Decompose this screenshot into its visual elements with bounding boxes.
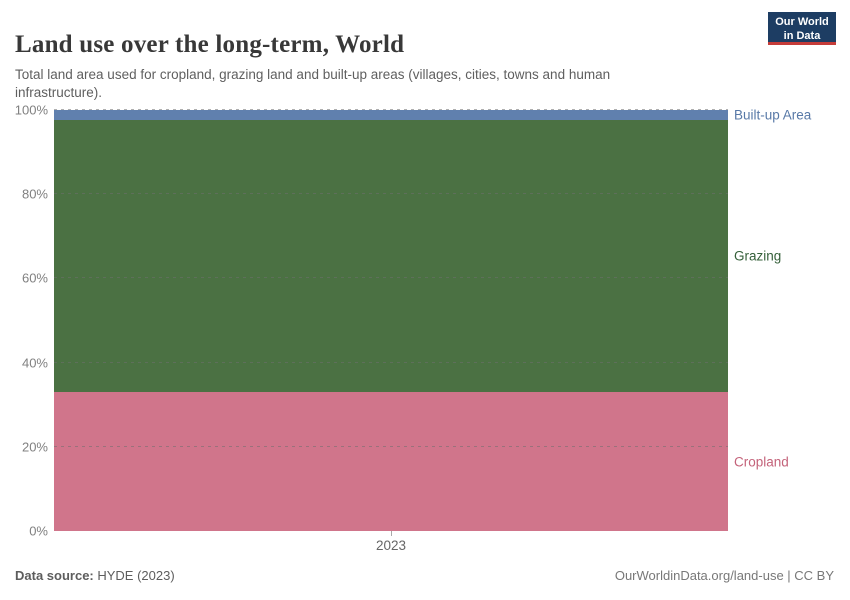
owid-logo[interactable]: Our World in Data <box>768 12 836 45</box>
y-tick-label-100: 100% <box>14 102 48 118</box>
gridline-100 <box>54 109 728 110</box>
series-label-cropland: Cropland <box>734 454 789 470</box>
data-source-label: Data source: <box>15 568 94 583</box>
credit-link[interactable]: OurWorldinData.org/land-use | CC BY <box>614 568 834 583</box>
area-grazing <box>54 120 728 393</box>
gridline-20 <box>54 445 728 447</box>
series-label-built-up-area: Built-up Area <box>734 107 812 123</box>
x-axis-tick-label: 2023 <box>375 538 407 553</box>
y-axis: 0% 20% 40% 60% 80% 100% <box>0 103 48 539</box>
owid-logo-line2: in Data <box>783 29 821 42</box>
series-labels: Cropland Grazing Built-up Area <box>734 107 846 531</box>
y-tick-label-40: 40% <box>21 355 48 371</box>
data-source-value: HYDE (2023) <box>93 568 175 583</box>
y-tick-label-60: 60% <box>21 270 48 286</box>
gridline-60 <box>54 277 728 279</box>
chart-subtitle: Total land area used for cropland, grazi… <box>15 66 611 101</box>
plot-area <box>54 109 728 531</box>
y-tick-label-20: 20% <box>21 439 48 455</box>
y-tick-label-80: 80% <box>21 186 48 202</box>
chart-title: Land use over the long-term, World <box>15 30 405 58</box>
y-tick-label-0: 0% <box>29 523 48 539</box>
owid-logo-line1: Our World <box>775 16 829 28</box>
data-source: Data source: HYDE (2023) <box>15 568 175 583</box>
area-built-up-area <box>54 110 728 121</box>
gridline-40 <box>54 361 728 363</box>
chart-footer: Data source: HYDE (2023) OurWorldinData.… <box>15 568 834 583</box>
area-cropland <box>54 392 728 531</box>
gridline-80 <box>54 193 728 195</box>
series-label-grazing: Grazing <box>734 248 782 264</box>
x-axis-tick-mark <box>391 531 392 536</box>
